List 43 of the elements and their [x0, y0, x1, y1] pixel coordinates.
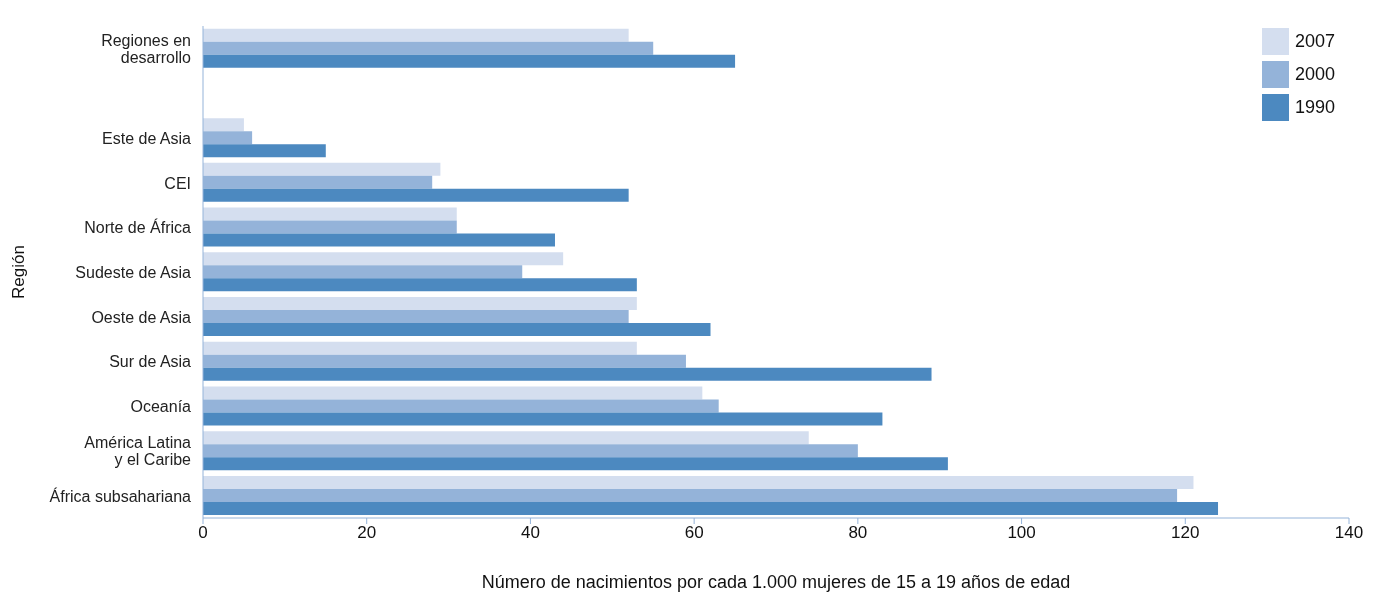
y-tick-label: Regiones en desarrollo — [101, 31, 192, 66]
bar — [203, 431, 809, 445]
bar — [203, 28, 629, 42]
bar — [203, 386, 703, 400]
bar — [203, 144, 326, 158]
x-tick-label: 100 — [1007, 523, 1036, 543]
bar — [203, 207, 457, 221]
y-tick-label: CEI — [164, 174, 191, 192]
legend-label: 1990 — [1294, 97, 1335, 118]
y-tick-label: Sur de Asia — [109, 352, 192, 370]
bar — [203, 341, 637, 355]
x-tick-label: 0 — [198, 523, 208, 543]
bar — [203, 501, 1219, 515]
y-axis-title: Región — [9, 245, 29, 299]
x-tick-label: 40 — [520, 523, 540, 543]
bar — [203, 297, 637, 311]
x-axis-title: Número de nacimientos por cada 1.000 mujeres de 15 a 19 años de edad — [481, 572, 1071, 592]
y-tick-label: Sudeste de Asia — [75, 263, 192, 281]
bar — [203, 323, 711, 337]
bar — [203, 54, 736, 68]
y-tick-label: Este de Asia — [102, 129, 192, 147]
bar — [203, 412, 883, 426]
bar — [203, 188, 629, 202]
y-tick-label: Oceanía — [130, 397, 192, 415]
bar — [203, 252, 564, 266]
x-tick-label: 120 — [1171, 523, 1200, 543]
x-tick-label: 80 — [848, 523, 868, 543]
bar — [203, 118, 244, 132]
legend-label: 2007 — [1294, 31, 1335, 52]
bar — [203, 162, 441, 176]
bar — [203, 457, 948, 471]
legend-label: 2000 — [1294, 64, 1335, 85]
x-tick-label: 140 — [1334, 523, 1364, 543]
bar — [203, 278, 637, 292]
x-tick-label: 20 — [357, 523, 377, 543]
bar — [203, 367, 932, 381]
y-tick-label: América Latina y el Caribe — [84, 433, 192, 468]
y-tick-label: Oeste de Asia — [91, 308, 192, 326]
x-tick-label: 60 — [684, 523, 704, 543]
y-tick-label: Norte de África — [84, 217, 192, 236]
y-tick-label: África subsahariana — [49, 486, 192, 505]
bar — [203, 475, 1194, 489]
bar — [203, 233, 555, 247]
